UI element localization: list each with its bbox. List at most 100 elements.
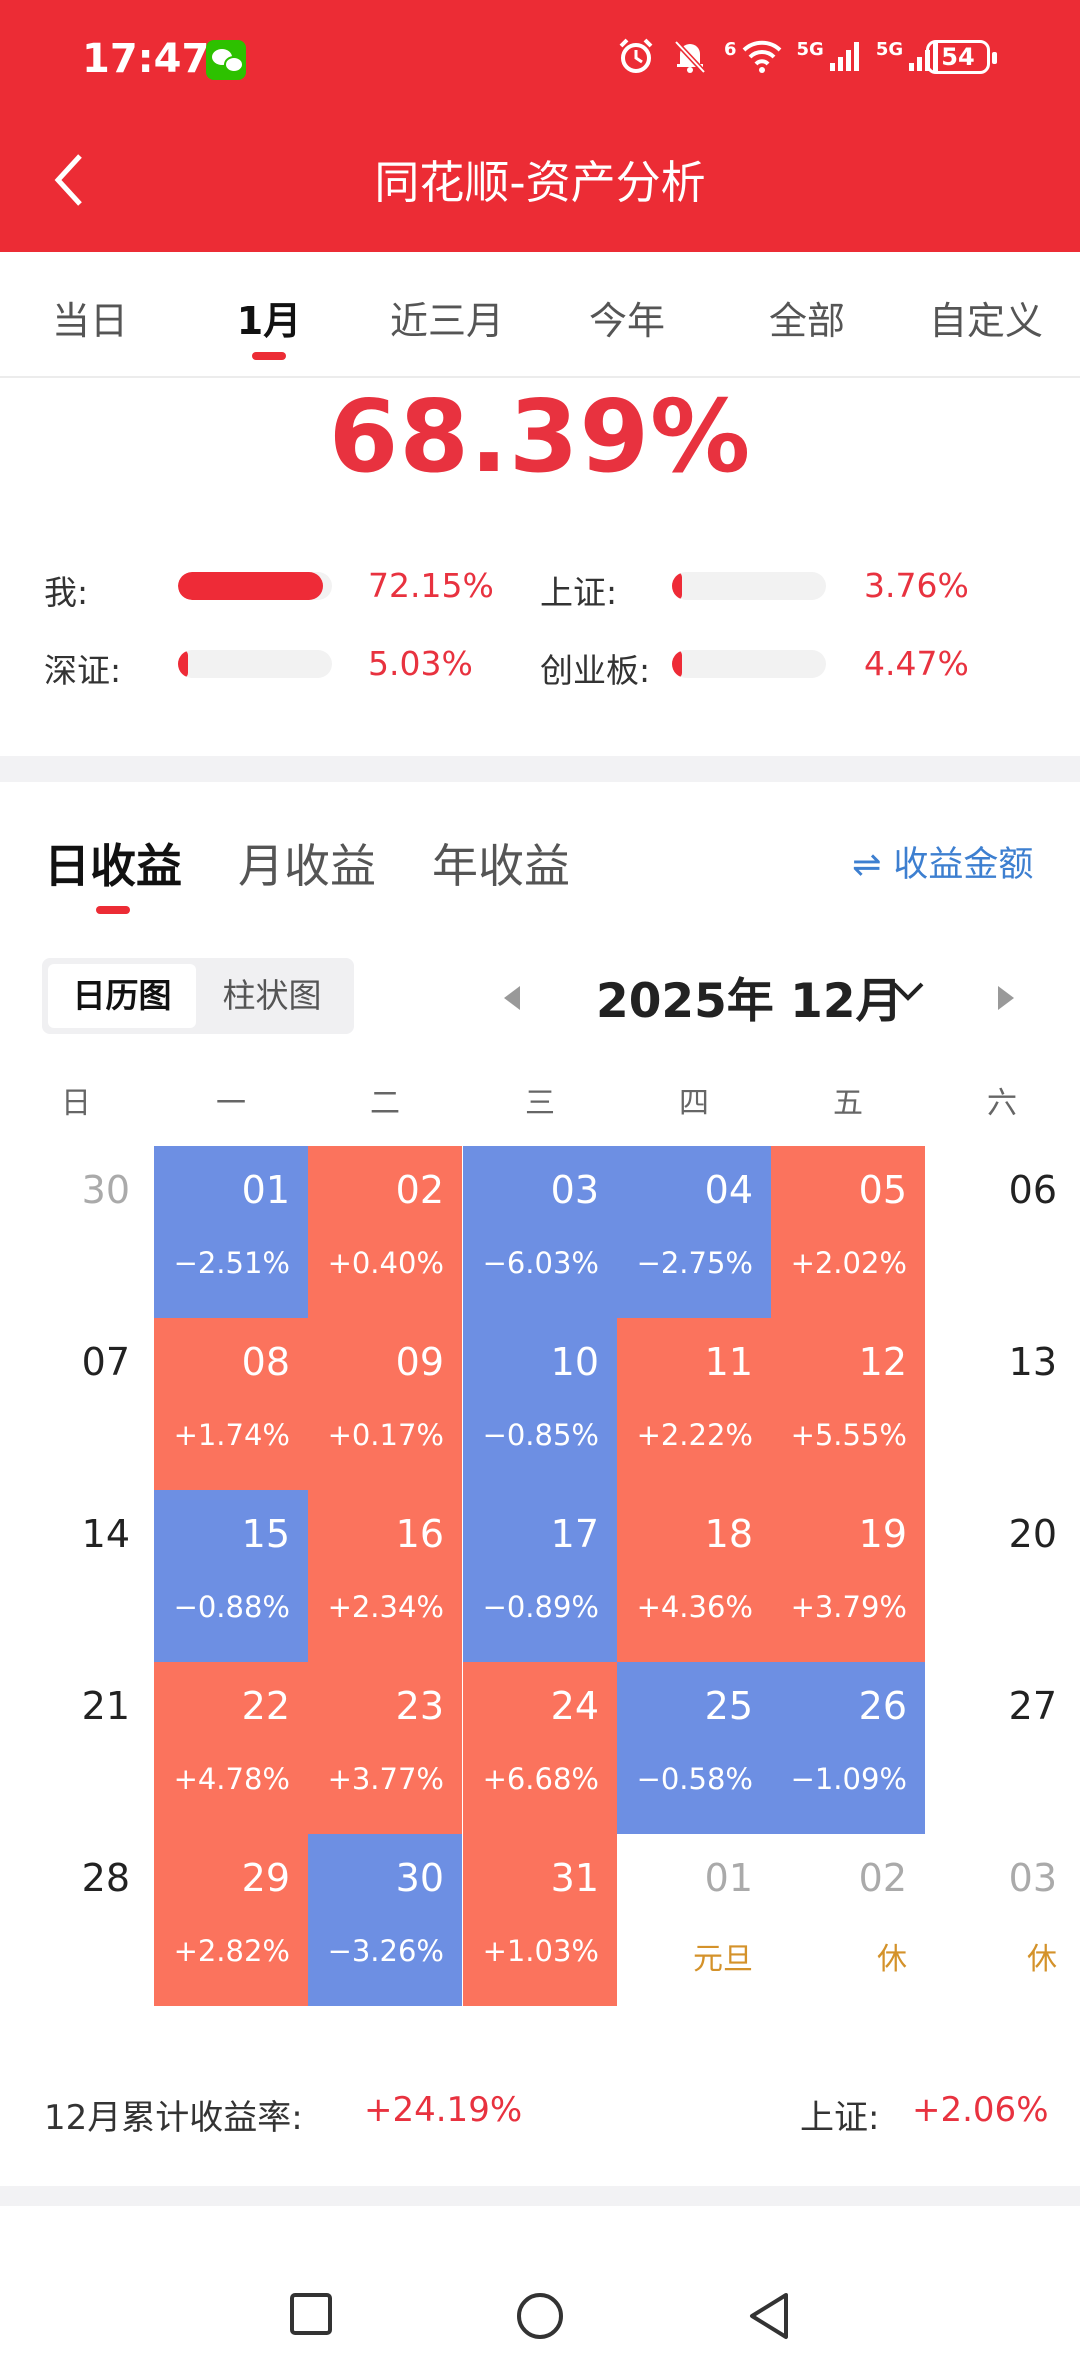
mute-icon [674, 40, 706, 74]
day-number: 30 [81, 1168, 130, 1212]
compare-bar-chinext [672, 650, 826, 678]
calendar-day-cell: 28 [0, 1834, 154, 2006]
day-number: 29 [241, 1856, 290, 1900]
tab-daily-return[interactable]: 日收益 [44, 839, 182, 893]
calendar-day-cell[interactable]: 05 +2.02% [771, 1146, 925, 1318]
day-number: 03 [550, 1168, 599, 1212]
calendar-day-cell[interactable]: 12 +5.55% [771, 1318, 925, 1490]
day-number: 09 [395, 1340, 444, 1384]
calendar-day-cell[interactable]: 15 −0.88% [154, 1490, 308, 1662]
holiday-label: 休 [1027, 1942, 1057, 1977]
month-selector[interactable]: 2025年 12月 [596, 974, 903, 1029]
day-number: 10 [550, 1340, 599, 1384]
back-nav-icon[interactable] [746, 2290, 794, 2342]
tab-all[interactable]: 全部 [768, 299, 846, 343]
active-tab-indicator [252, 352, 286, 360]
day-number: 01 [704, 1856, 753, 1900]
compare-label-me: 我: [44, 573, 89, 612]
weekday-label: 日 [61, 1086, 91, 1121]
day-return: −6.03% [482, 1246, 599, 1280]
calendar-day-cell: 03 休 [925, 1834, 1079, 2006]
calendar-day-cell: 27 [925, 1662, 1079, 1834]
status-bar: 17:47 6 5G 5G 54 [0, 0, 1080, 120]
day-return: +1.74% [173, 1418, 290, 1452]
period-tabs: 当日 1月 近三月 今年 全部 自定义 [0, 252, 1080, 378]
app-header: 17:47 6 5G 5G 54 同花顺-资产分析 [0, 0, 1080, 252]
calendar-day-cell[interactable]: 23 +3.77% [308, 1662, 462, 1834]
weekday-label: 四 [679, 1086, 709, 1121]
day-return: −0.89% [482, 1590, 599, 1624]
view-switch: 日历图 柱状图 [42, 958, 354, 1034]
day-return: −2.75% [636, 1246, 753, 1280]
recent-apps-icon[interactable] [287, 2290, 335, 2338]
tab-today[interactable]: 当日 [51, 299, 129, 343]
day-return: −0.58% [636, 1762, 753, 1796]
calendar-day-cell[interactable]: 29 +2.82% [154, 1834, 308, 2006]
status-time: 17:47 [82, 36, 210, 82]
bar-view-button[interactable]: 柱状图 [222, 976, 322, 1015]
day-number: 28 [81, 1856, 130, 1900]
signal-1-icon [829, 42, 859, 71]
toggle-amount-button[interactable]: ⇌ 收益金额 [852, 836, 1033, 887]
calendar-day-cell[interactable]: 02 +0.40% [308, 1146, 462, 1318]
day-number: 18 [704, 1512, 753, 1556]
page-title: 同花顺-资产分析 [374, 156, 706, 209]
calendar-day-cell[interactable]: 22 +4.78% [154, 1662, 308, 1834]
day-number: 27 [1008, 1684, 1057, 1728]
calendar-day-cell[interactable]: 19 +3.79% [771, 1490, 925, 1662]
compare-value-shanghai: 3.76% [864, 566, 969, 605]
calendar-day-cell[interactable]: 03 −6.03% [463, 1146, 617, 1318]
tab-yearly-return[interactable]: 年收益 [432, 839, 570, 893]
cumulative-label: 12月累计收益率: [44, 2098, 303, 2138]
day-return: +4.36% [636, 1590, 753, 1624]
tab-1-month[interactable]: 1月 [236, 299, 302, 343]
day-number: 19 [858, 1512, 907, 1556]
battery-indicator: 54 [926, 40, 997, 74]
calendar-day-cell[interactable]: 31 +1.03% [463, 1834, 617, 2006]
calendar-day-cell: 20 [925, 1490, 1079, 1662]
compare-label-chinext: 创业板: [540, 651, 651, 690]
compare-value-chinext: 4.47% [864, 644, 969, 683]
day-number: 20 [1008, 1512, 1057, 1556]
compare-label-shenzhen: 深证: [44, 651, 122, 690]
day-number: 13 [1008, 1340, 1057, 1384]
home-icon[interactable] [514, 2290, 566, 2342]
calendar-day-cell: 07 [0, 1318, 154, 1490]
day-number: 03 [1008, 1856, 1057, 1900]
day-return: −0.88% [173, 1590, 290, 1624]
calendar-day-cell[interactable]: 26 −1.09% [771, 1662, 925, 1834]
calendar-day-cell[interactable]: 11 +2.22% [617, 1318, 771, 1490]
return-summary: 68.39% 我: 72.15% 上证: 3.76% 深证: 5.03% 创业板… [0, 378, 1080, 756]
calendar-day-cell[interactable]: 10 −0.85% [463, 1318, 617, 1490]
prev-month-icon[interactable] [500, 984, 524, 1012]
day-return: +2.34% [327, 1590, 444, 1624]
back-arrow-icon[interactable] [46, 150, 94, 210]
compare-bar-shenzhen [178, 650, 332, 678]
chevron-down-icon[interactable] [888, 972, 928, 1012]
day-number: 30 [395, 1856, 444, 1900]
day-number: 06 [1008, 1168, 1057, 1212]
calendar-day-cell: 06 [925, 1146, 1079, 1318]
calendar-day-cell[interactable]: 01 −2.51% [154, 1146, 308, 1318]
tab-custom[interactable]: 自定义 [928, 299, 1044, 343]
calendar-day-cell[interactable]: 24 +6.68% [463, 1662, 617, 1834]
day-number: 05 [858, 1168, 907, 1212]
calendar-day-cell[interactable]: 08 +1.74% [154, 1318, 308, 1490]
tab-3-months[interactable]: 近三月 [389, 299, 505, 343]
calendar-day-cell[interactable]: 17 −0.89% [463, 1490, 617, 1662]
toggle-amount-label: 收益金额 [893, 845, 1034, 885]
day-number: 25 [704, 1684, 753, 1728]
calendar-view-button[interactable]: 日历图 [48, 964, 196, 1028]
next-month-icon[interactable] [994, 984, 1018, 1012]
calendar-day-cell[interactable]: 16 +2.34% [308, 1490, 462, 1662]
calendar-day-cell[interactable]: 04 −2.75% [617, 1146, 771, 1318]
shanghai-value: +2.06% [912, 2090, 1049, 2130]
calendar-day-cell[interactable]: 18 +4.36% [617, 1490, 771, 1662]
wifi-icon [742, 40, 781, 73]
calendar-day-cell[interactable]: 30 −3.26% [308, 1834, 462, 2006]
calendar-day-cell[interactable]: 09 +0.17% [308, 1318, 462, 1490]
calendar-day-cell[interactable]: 25 −0.58% [617, 1662, 771, 1834]
tab-monthly-return[interactable]: 月收益 [238, 839, 376, 893]
calendar-day-cell: 21 [0, 1662, 154, 1834]
tab-this-year[interactable]: 今年 [588, 299, 666, 343]
